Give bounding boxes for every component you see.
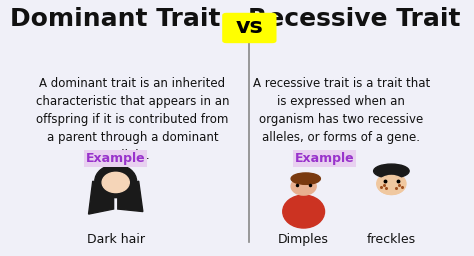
Ellipse shape	[102, 172, 129, 193]
Text: freckles: freckles	[367, 233, 416, 246]
Text: Recessive Trait: Recessive Trait	[247, 7, 460, 31]
Polygon shape	[118, 181, 143, 211]
Text: A recessive trait is a trait that
is expressed when an
organism has two recessiv: A recessive trait is a trait that is exp…	[253, 77, 430, 144]
Ellipse shape	[291, 173, 320, 184]
Text: Dominant Trait: Dominant Trait	[10, 7, 221, 31]
FancyBboxPatch shape	[222, 13, 276, 43]
Ellipse shape	[283, 195, 325, 228]
Polygon shape	[89, 181, 114, 214]
Text: Example: Example	[86, 152, 146, 165]
Text: Dimples: Dimples	[278, 233, 329, 246]
Text: A dominant trait is an inherited
characteristic that appears in an
offspring if : A dominant trait is an inherited charact…	[36, 77, 229, 162]
Ellipse shape	[95, 165, 137, 198]
Ellipse shape	[377, 173, 406, 195]
Text: Dark hair: Dark hair	[87, 233, 145, 246]
Ellipse shape	[374, 164, 409, 178]
Text: vs: vs	[236, 17, 263, 37]
Text: Example: Example	[295, 152, 355, 165]
Ellipse shape	[378, 175, 405, 195]
Ellipse shape	[291, 177, 316, 195]
